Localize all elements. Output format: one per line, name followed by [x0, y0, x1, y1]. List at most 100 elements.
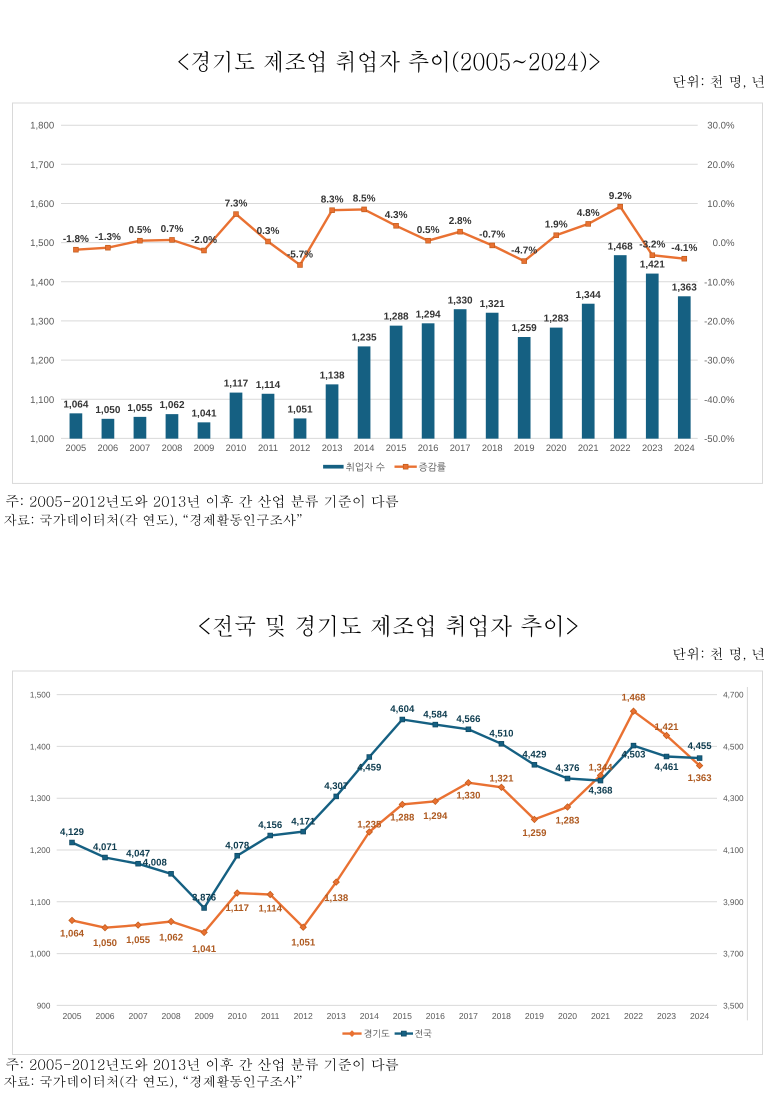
- svg-text:2018: 2018: [492, 1011, 511, 1021]
- svg-text:1,117: 1,117: [225, 903, 248, 914]
- svg-text:1,294: 1,294: [416, 309, 441, 320]
- svg-text:1,000: 1,000: [30, 434, 54, 445]
- svg-text:-5.7%: -5.7%: [287, 249, 313, 260]
- svg-text:2022: 2022: [624, 1011, 643, 1021]
- svg-text:2011: 2011: [261, 1011, 280, 1021]
- svg-text:1,344: 1,344: [588, 763, 613, 774]
- svg-text:-2.0%: -2.0%: [191, 235, 217, 246]
- svg-text:1,041: 1,041: [191, 408, 216, 419]
- svg-text:4,307: 4,307: [324, 781, 348, 792]
- svg-text:4,100: 4,100: [723, 846, 744, 855]
- svg-text:0.5%: 0.5%: [129, 225, 152, 236]
- svg-text:2023: 2023: [642, 443, 663, 453]
- svg-text:1,051: 1,051: [287, 405, 312, 416]
- svg-text:1,300: 1,300: [30, 316, 54, 327]
- svg-text:-1.3%: -1.3%: [95, 232, 121, 243]
- svg-text:2021: 2021: [578, 443, 599, 453]
- svg-text:4,584: 4,584: [423, 709, 448, 720]
- svg-text:2020: 2020: [558, 1011, 577, 1021]
- svg-text:4,566: 4,566: [456, 714, 480, 725]
- svg-text:2021: 2021: [591, 1011, 610, 1021]
- svg-text:1,700: 1,700: [30, 160, 54, 171]
- svg-text:4,429: 4,429: [522, 750, 546, 761]
- svg-text:1,235: 1,235: [357, 819, 382, 830]
- svg-text:-4.7%: -4.7%: [511, 245, 537, 256]
- svg-text:1,330: 1,330: [448, 295, 473, 306]
- svg-text:2020: 2020: [546, 443, 567, 453]
- svg-text:1,468: 1,468: [608, 241, 633, 252]
- svg-text:-20.0%: -20.0%: [704, 316, 735, 327]
- svg-text:2014: 2014: [354, 443, 375, 453]
- svg-text:1,800: 1,800: [30, 121, 54, 132]
- svg-text:2009: 2009: [194, 443, 215, 453]
- svg-text:2024: 2024: [674, 443, 695, 453]
- svg-text:4,500: 4,500: [723, 742, 744, 751]
- svg-text:4,171: 4,171: [291, 816, 316, 827]
- svg-text:1,468: 1,468: [621, 693, 646, 704]
- svg-text:-30.0%: -30.0%: [704, 356, 735, 367]
- svg-text:0.3%: 0.3%: [257, 226, 280, 237]
- svg-text:4,078: 4,078: [225, 840, 250, 851]
- svg-text:1,055: 1,055: [127, 403, 152, 414]
- svg-text:1,138: 1,138: [320, 371, 345, 382]
- svg-text:2007: 2007: [129, 1011, 148, 1021]
- svg-text:1,400: 1,400: [30, 277, 54, 288]
- svg-text:1,138: 1,138: [324, 893, 349, 904]
- svg-text:2006: 2006: [95, 1011, 114, 1021]
- svg-text:4,008: 4,008: [143, 857, 168, 868]
- svg-text:3,700: 3,700: [723, 950, 744, 959]
- svg-text:1,062: 1,062: [159, 400, 184, 411]
- svg-text:2022: 2022: [610, 443, 631, 453]
- svg-text:2019: 2019: [525, 1011, 544, 1021]
- svg-text:2007: 2007: [130, 443, 151, 453]
- svg-text:4.8%: 4.8%: [577, 208, 600, 219]
- svg-text:2016: 2016: [426, 1011, 445, 1021]
- svg-text:4,510: 4,510: [489, 729, 513, 740]
- svg-text:2024: 2024: [690, 1011, 709, 1021]
- svg-text:1,062: 1,062: [159, 932, 183, 943]
- svg-text:2017: 2017: [459, 1011, 478, 1021]
- svg-text:-1.8%: -1.8%: [63, 234, 89, 245]
- svg-text:3,876: 3,876: [192, 893, 216, 904]
- svg-text:1,300: 1,300: [30, 794, 51, 803]
- svg-text:-4.1%: -4.1%: [671, 243, 697, 254]
- svg-text:4.3%: 4.3%: [385, 210, 408, 221]
- svg-text:2013: 2013: [322, 443, 343, 453]
- svg-text:2011: 2011: [258, 443, 278, 453]
- svg-text:4,156: 4,156: [258, 820, 282, 831]
- svg-text:3,500: 3,500: [723, 1001, 744, 1010]
- svg-text:4,461: 4,461: [654, 762, 679, 773]
- svg-text:2023: 2023: [657, 1011, 676, 1021]
- svg-text:1,283: 1,283: [555, 816, 579, 827]
- svg-text:2005: 2005: [62, 1011, 81, 1021]
- svg-text:1,330: 1,330: [456, 790, 480, 801]
- svg-text:1,321: 1,321: [489, 773, 514, 784]
- svg-text:1,500: 1,500: [30, 238, 54, 249]
- svg-text:2008: 2008: [162, 443, 183, 453]
- svg-text:0.7%: 0.7%: [161, 224, 184, 235]
- svg-text:1,400: 1,400: [30, 742, 51, 751]
- svg-text:1,055: 1,055: [126, 935, 151, 946]
- svg-text:4,368: 4,368: [588, 786, 613, 797]
- svg-text:2.8%: 2.8%: [449, 216, 472, 227]
- svg-text:1.9%: 1.9%: [545, 220, 568, 231]
- svg-text:30.0%: 30.0%: [707, 121, 735, 132]
- svg-text:1,051: 1,051: [291, 938, 316, 949]
- svg-text:4,700: 4,700: [723, 691, 744, 700]
- svg-text:1,235: 1,235: [352, 333, 377, 344]
- svg-text:1,363: 1,363: [672, 282, 697, 293]
- svg-text:4,300: 4,300: [723, 794, 744, 803]
- svg-text:2005: 2005: [66, 443, 87, 453]
- svg-text:1,100: 1,100: [30, 395, 54, 406]
- svg-text:1,100: 1,100: [30, 898, 51, 907]
- svg-text:-50.0%: -50.0%: [704, 434, 735, 445]
- svg-text:1,421: 1,421: [654, 722, 679, 733]
- svg-text:1,050: 1,050: [95, 405, 120, 416]
- svg-text:-10.0%: -10.0%: [704, 277, 735, 288]
- svg-text:-3.2%: -3.2%: [639, 240, 665, 251]
- svg-text:1,200: 1,200: [30, 846, 51, 855]
- svg-text:2015: 2015: [386, 443, 407, 453]
- svg-text:4,047: 4,047: [126, 848, 150, 859]
- svg-text:1,064: 1,064: [63, 399, 88, 410]
- svg-text:-0.7%: -0.7%: [479, 230, 505, 241]
